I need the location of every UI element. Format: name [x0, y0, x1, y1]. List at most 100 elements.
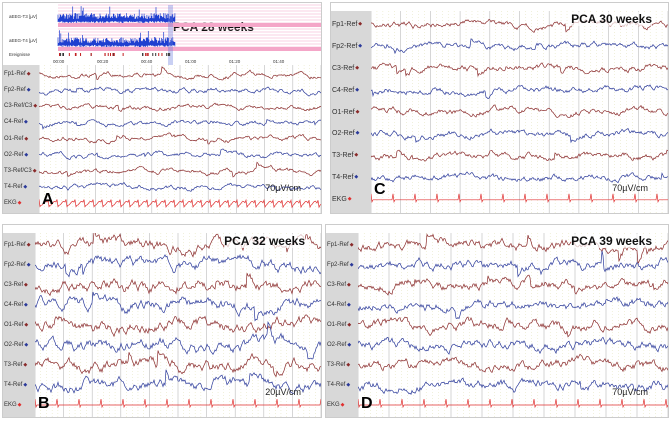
panel-title: PCA 32 weeks: [224, 234, 305, 248]
channel-marker-icon: ◆: [347, 281, 351, 288]
event-marker: [104, 53, 106, 56]
channel-label-row: Fp1-Ref ◆: [4, 242, 31, 249]
eeg-trace: [35, 369, 321, 394]
channel-label-row: O1-Ref ◆: [4, 136, 28, 143]
channel-marker-icon: ◆: [354, 152, 359, 159]
channel-marker-icon: ◆: [355, 130, 360, 137]
event-marker: [169, 53, 171, 56]
channel-marker-icon: ◆: [355, 64, 360, 71]
channel-label-row: T3-Ref/C3 ◆: [4, 168, 37, 175]
event-marker: [166, 53, 168, 56]
channel-label-row: EKG ◆: [332, 196, 352, 203]
channel-label-column: [331, 11, 371, 213]
time-tick-label: 00:40: [141, 59, 153, 64]
channel-label-row: T4-Ref ◆: [327, 382, 350, 389]
channel-label: T4-Ref: [4, 381, 23, 388]
event-marker: [109, 53, 111, 56]
channel-label: Fp2-Ref: [4, 261, 26, 268]
channel-label: T4-Ref: [332, 174, 354, 182]
channel-label-row: EKG ◆: [327, 402, 345, 409]
channel-label: Fp2-Ref: [332, 42, 358, 50]
channel-label: O1-Ref: [4, 321, 24, 328]
channel-marker-icon: ◆: [26, 71, 31, 78]
channel-label-row: Fp2-Ref ◆: [4, 87, 31, 94]
event-marker: [142, 53, 144, 56]
channel-marker-icon: ◆: [24, 301, 28, 308]
event-marker: [74, 53, 76, 56]
eeg-trace: [35, 291, 321, 322]
amplitude-scale: 70µV/cm: [612, 183, 648, 193]
channel-label-column: [3, 65, 39, 213]
time-tick-label: 01:00: [185, 59, 197, 64]
channel-marker-icon: ◆: [17, 401, 22, 408]
channel-label-row: C3-Ref ◆: [327, 282, 351, 289]
channel-label-row: O1-Ref ◆: [332, 109, 359, 116]
channel-label: O2-Ref: [4, 341, 24, 348]
eeg-trace: [39, 161, 321, 178]
event-marker: [62, 53, 64, 56]
eeg-trace: [35, 314, 321, 338]
channel-label-row: C4-Ref ◆: [327, 302, 351, 309]
channel-label: O1-Ref: [332, 108, 355, 116]
channel-label: Fp2-Ref: [4, 87, 26, 94]
channel-label-column: [3, 233, 35, 417]
aeeg-row-label: aEEG-T3 [µV]: [9, 14, 38, 19]
channel-label: Fp2-Ref: [327, 261, 349, 268]
eeg-trace: [358, 274, 668, 296]
time-tick-label: 00:20: [97, 59, 109, 64]
event-marker: [75, 53, 77, 56]
channel-label: C4-Ref: [327, 301, 347, 308]
channel-label: Fp1-Ref: [327, 241, 349, 248]
channel-marker-icon: ◆: [347, 301, 351, 308]
channel-label: C3-Ref/C3: [4, 103, 33, 110]
channel-label: C3-Ref: [332, 64, 355, 72]
channel-label: EKG: [4, 199, 17, 206]
channel-marker-icon: ◆: [24, 151, 29, 158]
channel-marker-icon: ◆: [23, 183, 28, 190]
eeg-panel-a: Fp1-Ref ◆ Fp2-Ref ◆ C3-Ref/C3 ◆ C4-Ref ◆ O1-Ref ◆…: [2, 2, 322, 214]
channel-marker-icon: ◆: [346, 381, 351, 388]
eeg-trace: [371, 38, 668, 55]
eeg-trace: [371, 149, 668, 162]
event-marker: [63, 53, 65, 56]
channel-marker-icon: ◆: [347, 196, 352, 203]
event-marker: [80, 53, 82, 56]
channel-marker-icon: ◆: [358, 42, 363, 49]
eeg-trace: [39, 132, 321, 145]
channel-label-row: T3-Ref ◆: [4, 362, 27, 369]
eeg-trace: [358, 233, 668, 265]
eeg-trace: [358, 316, 668, 338]
channel-label: C4-Ref: [332, 86, 355, 94]
event-marker: [112, 53, 114, 56]
channel-label: C3-Ref: [4, 281, 24, 288]
channel-label-row: O2-Ref ◆: [327, 342, 351, 349]
aeeg-trend: [57, 4, 321, 65]
channel-marker-icon: ◆: [24, 341, 29, 348]
ekg-trace: [358, 398, 668, 409]
channel-label: Fp1-Ref: [4, 241, 26, 248]
event-marker: [113, 53, 115, 56]
channel-label: C3-Ref: [327, 281, 347, 288]
eeg-trace: [358, 296, 668, 320]
ekg-trace: [35, 398, 321, 409]
aeeg-band: [57, 30, 176, 47]
amplitude-scale: 20µV/cm: [265, 387, 301, 397]
channel-label-row: T3-Ref ◆: [332, 152, 358, 159]
channel-label-row: C4-Ref ◆: [4, 302, 28, 309]
event-marker: [107, 53, 109, 56]
panel-letter: C: [374, 181, 386, 198]
eeg-trace: [358, 250, 668, 278]
trace-area: [358, 233, 668, 417]
channel-label-row: EKG ◆: [4, 200, 22, 207]
aeeg-row-label: aEEG-T4 [µV]: [9, 38, 38, 43]
channel-marker-icon: ◆: [349, 241, 354, 248]
ekg-trace: [371, 193, 668, 203]
channel-label-row: O1-Ref ◆: [327, 322, 351, 329]
channel-marker-icon: ◆: [32, 167, 37, 174]
eeg-trace: [39, 66, 321, 81]
channel-label-row: T4-Ref ◆: [332, 174, 358, 181]
channel-label: T4-Ref: [327, 381, 346, 388]
eeg-trace: [35, 350, 321, 378]
trace-area: [35, 233, 321, 417]
event-marker: [158, 53, 160, 56]
